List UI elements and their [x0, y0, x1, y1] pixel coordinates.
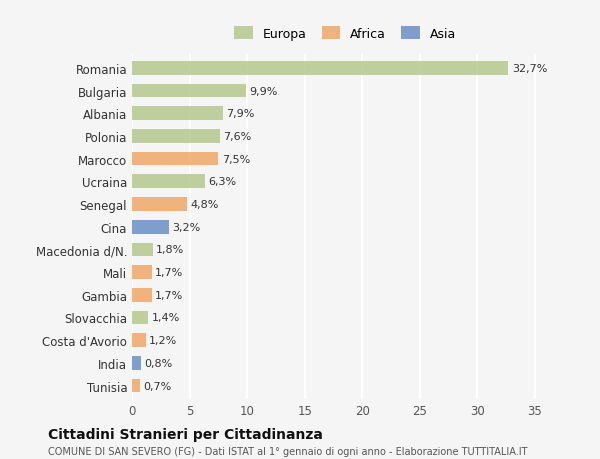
Bar: [132, 311, 148, 325]
Text: 1,4%: 1,4%: [152, 313, 180, 323]
Text: 1,7%: 1,7%: [155, 290, 183, 300]
Bar: [132, 130, 220, 143]
Bar: [132, 356, 141, 370]
Bar: [132, 220, 169, 234]
Text: 9,9%: 9,9%: [250, 86, 278, 96]
Bar: [132, 288, 152, 302]
Text: 1,7%: 1,7%: [155, 268, 183, 278]
Text: COMUNE DI SAN SEVERO (FG) - Dati ISTAT al 1° gennaio di ogni anno - Elaborazione: COMUNE DI SAN SEVERO (FG) - Dati ISTAT a…: [48, 447, 527, 456]
Bar: [132, 334, 146, 347]
Bar: [132, 84, 246, 98]
Text: 0,8%: 0,8%: [145, 358, 173, 368]
Text: Cittadini Stranieri per Cittadinanza: Cittadini Stranieri per Cittadinanza: [48, 427, 323, 442]
Bar: [132, 175, 205, 189]
Text: 0,7%: 0,7%: [143, 381, 172, 391]
Text: 6,3%: 6,3%: [208, 177, 236, 187]
Bar: [132, 107, 223, 121]
Bar: [132, 243, 153, 257]
Text: 32,7%: 32,7%: [512, 64, 547, 73]
Text: 7,5%: 7,5%: [222, 154, 250, 164]
Bar: [132, 62, 508, 75]
Bar: [132, 152, 218, 166]
Text: 3,2%: 3,2%: [172, 222, 200, 232]
Legend: Europa, Africa, Asia: Europa, Africa, Asia: [230, 23, 460, 45]
Bar: [132, 379, 140, 392]
Bar: [132, 198, 187, 211]
Text: 7,6%: 7,6%: [223, 132, 251, 142]
Text: 1,2%: 1,2%: [149, 336, 178, 346]
Text: 7,9%: 7,9%: [226, 109, 255, 119]
Bar: [132, 266, 152, 279]
Text: 1,8%: 1,8%: [156, 245, 184, 255]
Text: 4,8%: 4,8%: [191, 200, 219, 210]
